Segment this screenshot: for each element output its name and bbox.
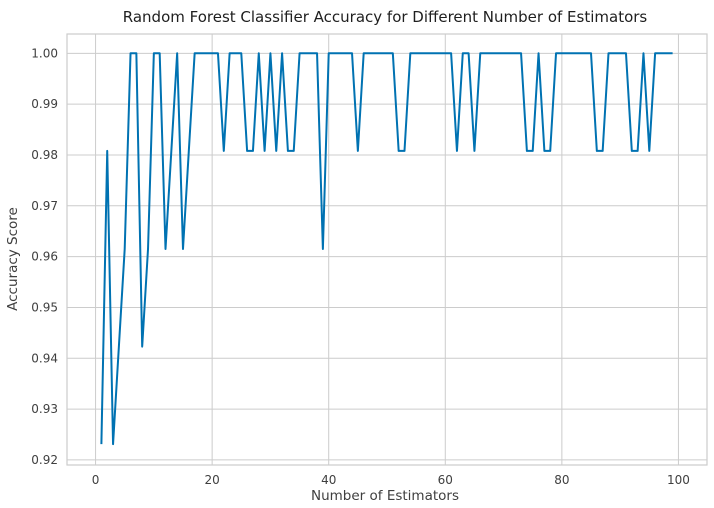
x-axis-label: Number of Estimators [311,488,459,504]
chart-title: Random Forest Classifier Accuracy for Di… [123,8,648,26]
y-tick-label: 1.00 [31,46,58,60]
x-tick-label: 80 [554,473,569,487]
x-tick-label: 40 [321,473,336,487]
y-tick-label: 0.92 [31,453,58,467]
x-tick-label: 20 [204,473,219,487]
y-tick-label: 0.99 [31,97,58,111]
y-tick-label: 0.95 [31,300,58,314]
y-tick-label: 0.97 [31,199,58,213]
grid-lines [67,34,707,465]
x-tick-label: 0 [92,473,100,487]
y-axis-label: Accuracy Score [5,207,21,311]
series-layer [100,52,673,446]
x-tick-label: 100 [667,473,690,487]
plot-frame [66,33,708,466]
y-tick-label: 0.98 [31,148,58,162]
y-tick-label: 0.94 [31,351,58,365]
x-tick-label: 60 [438,473,453,487]
accuracy-series-line [100,52,673,446]
tick-labels: 0 20 40 60 80 100 0.92 0.93 0.94 0.95 0.96 0.97 0.98… [31,46,690,487]
y-tick-label: 0.93 [31,402,58,416]
y-tick-label: 0.96 [31,250,58,264]
